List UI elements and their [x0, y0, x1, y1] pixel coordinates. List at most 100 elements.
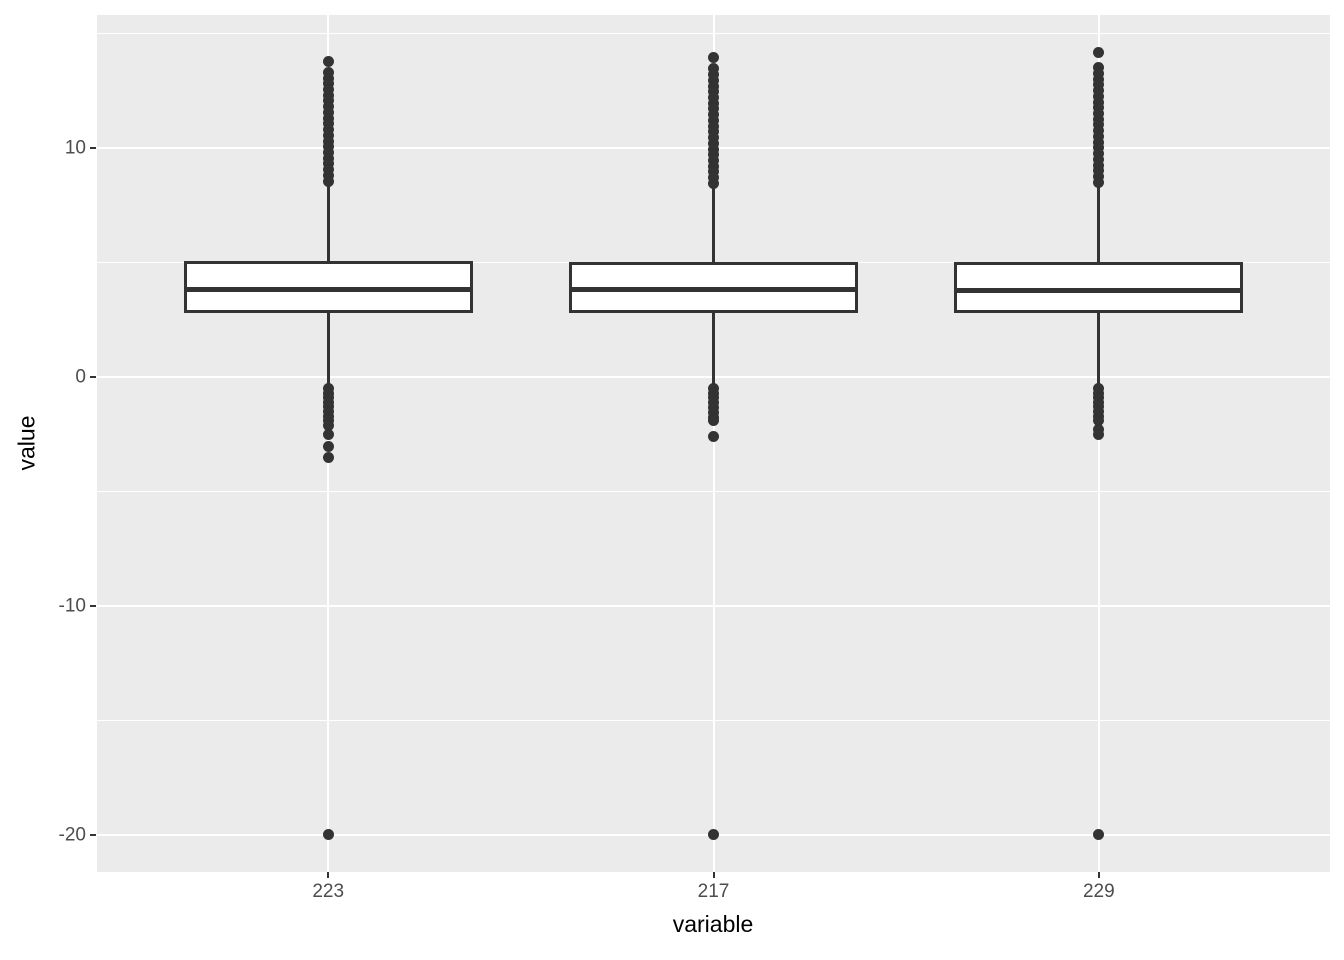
x-tick-label: 229 — [1082, 881, 1115, 902]
x-major-gridline — [1097, 15, 1100, 872]
y-tick-label: -20 — [58, 824, 86, 846]
outlier-dot — [1093, 90, 1105, 102]
outlier-dot — [708, 86, 719, 98]
outlier-dot — [1093, 113, 1105, 125]
outlier-dot — [708, 137, 719, 149]
y-tick-mark — [90, 376, 96, 379]
outlier-dot — [708, 91, 719, 103]
plot-panel — [97, 15, 1330, 872]
outlier-dot — [1093, 85, 1105, 97]
outlier-dot — [322, 101, 334, 113]
x-axis-title: variable — [672, 911, 754, 937]
outlier-dot — [708, 120, 719, 132]
outlier-dot — [322, 89, 334, 101]
outlier-dot — [708, 431, 719, 443]
outlier-dot — [708, 109, 719, 121]
outlier-dot — [1093, 165, 1105, 177]
outlier-dot — [322, 78, 334, 90]
outlier-dot — [322, 152, 334, 164]
y-tick-mark — [90, 605, 96, 608]
outlier-dot — [1093, 108, 1105, 120]
outlier-dot — [1093, 67, 1105, 79]
outlier-dot — [708, 143, 719, 155]
outlier-dot — [1093, 96, 1105, 108]
outlier-dot — [708, 74, 719, 86]
outlier-dot — [1093, 142, 1105, 154]
outlier-dot — [322, 66, 334, 78]
outlier-dot — [708, 69, 719, 81]
outlier-dot — [322, 118, 334, 130]
outlier-dot — [322, 141, 334, 153]
y-tick-label: -10 — [58, 595, 86, 617]
y-minor-gridline — [97, 720, 1330, 722]
outlier-dot — [322, 112, 334, 124]
outlier-dot — [708, 80, 719, 92]
outlier-dot — [708, 132, 719, 144]
outlier-dot — [1093, 62, 1105, 74]
outlier-dot — [1093, 102, 1105, 114]
outlier-dot — [1093, 73, 1105, 85]
outlier-dot — [708, 828, 719, 840]
boxplot-box — [954, 262, 1244, 313]
x-major-gridline — [712, 15, 715, 872]
outlier-dot — [322, 441, 334, 453]
x-tick-mark — [1097, 872, 1100, 878]
outlier-dot — [322, 72, 334, 84]
y-tick-mark — [90, 146, 96, 149]
outlier-dot — [322, 158, 334, 170]
median-line — [954, 287, 1244, 293]
outlier-dot — [322, 83, 334, 95]
outlier-dot — [708, 166, 719, 178]
outlier-dot — [708, 114, 719, 126]
outlier-dot — [708, 149, 719, 161]
x-tick-label: 223 — [312, 881, 345, 902]
outlier-dot — [1093, 130, 1105, 142]
outlier-dot — [322, 419, 334, 431]
outlier-dot — [708, 160, 719, 172]
outlier-dot — [322, 169, 334, 181]
outlier-dot — [708, 396, 719, 408]
outlier-dot — [708, 97, 719, 109]
y-tick-mark — [90, 834, 96, 837]
y-tick-label: 10 — [64, 137, 86, 159]
outlier-dot — [708, 172, 719, 184]
x-tick-mark — [712, 872, 715, 878]
outlier-dot — [322, 146, 334, 158]
x-tick-label: 217 — [697, 881, 730, 902]
outlier-dot — [708, 177, 719, 189]
outlier-dot — [322, 175, 334, 187]
outlier-dot — [1093, 428, 1105, 440]
median-line — [183, 287, 473, 292]
x-tick-mark — [327, 872, 330, 878]
outlier-dot — [708, 126, 719, 138]
outlier-dot — [322, 451, 334, 463]
outlier-dot — [322, 164, 334, 176]
outlier-dot — [1093, 828, 1105, 840]
outlier-dot — [708, 51, 719, 63]
outlier-dot — [322, 135, 334, 147]
outlier-dot — [322, 106, 334, 118]
outlier-dot — [708, 103, 719, 115]
outlier-dot — [1093, 415, 1105, 427]
y-major-gridline — [97, 605, 1330, 608]
y-minor-gridline — [97, 32, 1330, 34]
outlier-dot — [322, 124, 334, 136]
outlier-dot — [1093, 47, 1105, 59]
outlier-dot — [1093, 125, 1105, 137]
median-line — [569, 287, 858, 293]
outlier-dot — [708, 155, 719, 166]
outlier-dot — [322, 129, 334, 141]
outlier-dot — [322, 95, 334, 107]
outlier-dot — [322, 828, 334, 840]
outlier-dot — [1093, 176, 1105, 188]
outlier-dot — [1093, 79, 1105, 91]
y-minor-gridline — [97, 491, 1330, 493]
outlier-dot — [1093, 153, 1105, 165]
y-tick-label: 0 — [75, 366, 86, 388]
outlier-dot — [1093, 119, 1105, 131]
y-axis-title: value — [13, 415, 40, 471]
outlier-dot — [322, 56, 334, 68]
outlier-dot — [1093, 148, 1105, 160]
outlier-dot — [708, 63, 719, 75]
